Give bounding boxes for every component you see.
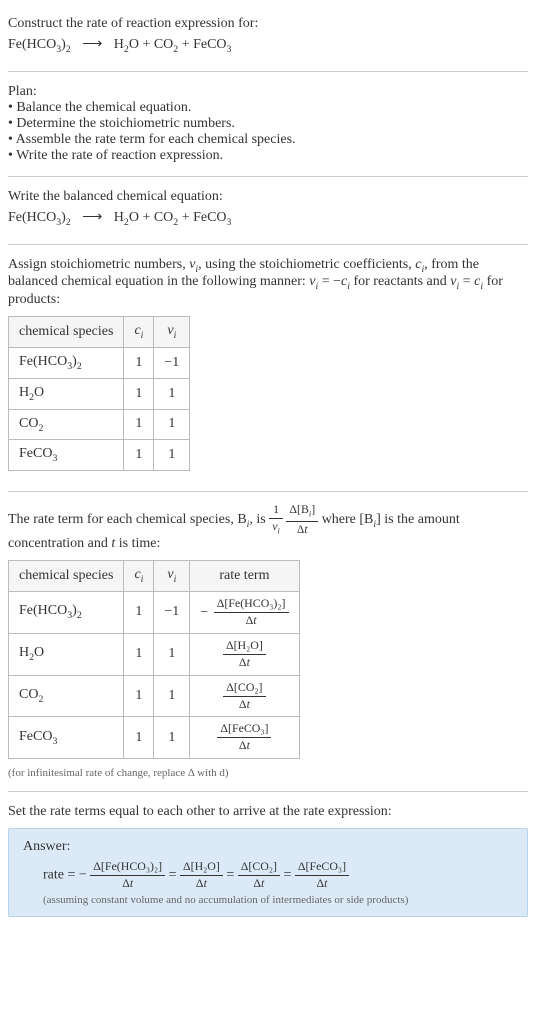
table-row: Fe(HCO3)2 1 −1 − Δ[Fe(HCO₃)₂] Δt — [9, 591, 300, 633]
rateterm-section: The rate term for each chemical species,… — [8, 496, 528, 787]
table-row: CO2 1 1 — [9, 409, 190, 440]
species-cell: FeCO3 — [9, 440, 124, 471]
plan-list: Balance the chemical equation. Determine… — [8, 100, 528, 164]
table-header: ci — [124, 561, 154, 592]
plan-title: Plan: — [8, 84, 528, 100]
plan-item: Write the rate of reaction expression. — [8, 148, 528, 164]
c-cell: 1 — [124, 347, 154, 378]
balanced-title: Write the balanced chemical equation: — [8, 189, 528, 205]
fraction: Δ[Bi] Δt — [286, 504, 318, 536]
table-header-row: chemical species ci νi rate term — [9, 561, 300, 592]
intro-section: Construct the rate of reaction expressio… — [8, 8, 528, 67]
table-header: chemical species — [9, 317, 124, 348]
species-cell: CO2 — [9, 675, 124, 717]
nu-cell: 1 — [154, 440, 190, 471]
rateterm-text: The rate term for each chemical species,… — [8, 504, 528, 552]
table-row: FeCO3 1 1 Δ[FeCO₃] Δt — [9, 717, 300, 759]
rateterm-note: (for infinitesimal rate of change, repla… — [8, 767, 528, 779]
stoich-text: Assign stoichiometric numbers, νi, using… — [8, 257, 528, 309]
species-cell: H2O — [9, 378, 124, 409]
nu-cell: −1 — [154, 347, 190, 378]
plan-item: Balance the chemical equation. — [8, 100, 528, 116]
nu-cell: 1 — [154, 717, 190, 759]
table-header: νi — [154, 561, 190, 592]
stoich-table: chemical species ci νi Fe(HCO3)2 1 −1 H2… — [8, 316, 190, 471]
table-row: H2O 1 1 Δ[H₂O] Δt — [9, 633, 300, 675]
answer-note: (assuming constant volume and no accumul… — [23, 894, 513, 906]
species-cell: CO2 — [9, 409, 124, 440]
c-cell: 1 — [124, 409, 154, 440]
plan-item: Determine the stoichiometric numbers. — [8, 116, 528, 132]
table-header: νi — [154, 317, 190, 348]
final-section: Set the rate terms equal to each other t… — [8, 796, 528, 925]
species-cell: H2O — [9, 633, 124, 675]
answer-label: Answer: — [23, 839, 513, 855]
species-cell: Fe(HCO3)2 — [9, 347, 124, 378]
nu-cell: 1 — [154, 633, 190, 675]
c-cell: 1 — [124, 717, 154, 759]
intro-prompt: Construct the rate of reaction expressio… — [8, 16, 528, 32]
balanced-section: Write the balanced chemical equation: Fe… — [8, 181, 528, 240]
species-cell: FeCO3 — [9, 717, 124, 759]
c-cell: 1 — [124, 378, 154, 409]
table-row: FeCO3 1 1 — [9, 440, 190, 471]
final-text: Set the rate terms equal to each other t… — [8, 804, 528, 820]
c-cell: 1 — [124, 591, 154, 633]
rateterm-cell: Δ[CO₂] Δt — [190, 675, 299, 717]
rate-expression: rate = − Δ[Fe(HCO₃)₂] Δt = Δ[H₂O] Δt = Δ… — [23, 861, 513, 890]
table-header: chemical species — [9, 561, 124, 592]
plan-item: Assemble the rate term for each chemical… — [8, 132, 528, 148]
c-cell: 1 — [124, 440, 154, 471]
balanced-equation: Fe(HCO3)2 ⟶ H2O + CO2 + FeCO3 — [8, 209, 528, 228]
rateterm-cell: Δ[H₂O] Δt — [190, 633, 299, 675]
nu-cell: 1 — [154, 409, 190, 440]
table-header-row: chemical species ci νi — [9, 317, 190, 348]
answer-box: Answer: rate = − Δ[Fe(HCO₃)₂] Δt = Δ[H₂O… — [8, 828, 528, 917]
c-cell: 1 — [124, 675, 154, 717]
intro-equation: Fe(HCO3)2 ⟶ H2O + CO2 + FeCO3 — [8, 36, 528, 55]
table-row: Fe(HCO3)2 1 −1 — [9, 347, 190, 378]
stoich-section: Assign stoichiometric numbers, νi, using… — [8, 249, 528, 488]
divider — [8, 244, 528, 245]
divider — [8, 71, 528, 72]
table-row: CO2 1 1 Δ[CO₂] Δt — [9, 675, 300, 717]
divider — [8, 491, 528, 492]
species-cell: Fe(HCO3)2 — [9, 591, 124, 633]
table-header: rate term — [190, 561, 299, 592]
nu-cell: −1 — [154, 591, 190, 633]
plan-section: Plan: Balance the chemical equation. Det… — [8, 76, 528, 172]
nu-cell: 1 — [154, 675, 190, 717]
nu-cell: 1 — [154, 378, 190, 409]
divider — [8, 791, 528, 792]
rateterm-cell: Δ[FeCO₃] Δt — [190, 717, 299, 759]
table-row: H2O 1 1 — [9, 378, 190, 409]
fraction: 1 νi — [269, 504, 283, 536]
rateterm-table: chemical species ci νi rate term Fe(HCO3… — [8, 560, 300, 759]
divider — [8, 176, 528, 177]
rateterm-cell: − Δ[Fe(HCO₃)₂] Δt — [190, 591, 299, 633]
c-cell: 1 — [124, 633, 154, 675]
table-header: ci — [124, 317, 154, 348]
